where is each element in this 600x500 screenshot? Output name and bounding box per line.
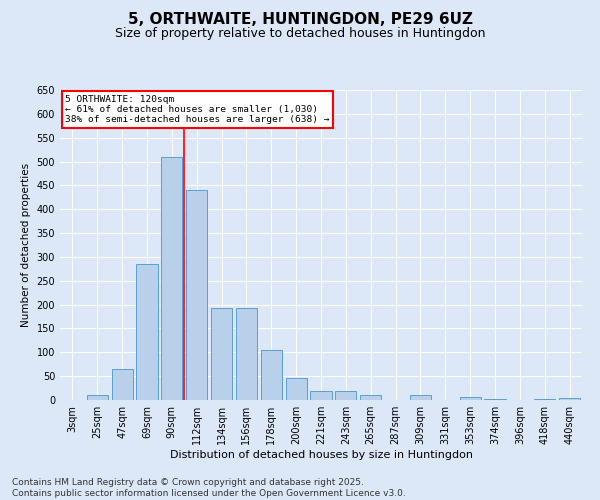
Bar xyxy=(261,350,282,400)
Bar xyxy=(136,264,158,400)
Bar xyxy=(161,157,182,400)
Text: 5 ORTHWAITE: 120sqm
← 61% of detached houses are smaller (1,030)
38% of semi-det: 5 ORTHWAITE: 120sqm ← 61% of detached ho… xyxy=(65,94,330,124)
Bar xyxy=(410,395,431,400)
Bar xyxy=(286,378,307,400)
Text: Contains HM Land Registry data © Crown copyright and database right 2025.
Contai: Contains HM Land Registry data © Crown c… xyxy=(12,478,406,498)
Bar xyxy=(211,308,232,400)
Bar xyxy=(484,398,506,400)
Text: Size of property relative to detached houses in Huntingdon: Size of property relative to detached ho… xyxy=(115,28,485,40)
X-axis label: Distribution of detached houses by size in Huntingdon: Distribution of detached houses by size … xyxy=(170,450,473,460)
Bar xyxy=(360,395,381,400)
Bar xyxy=(335,392,356,400)
Bar xyxy=(87,395,108,400)
Bar xyxy=(460,396,481,400)
Bar xyxy=(310,392,332,400)
Bar xyxy=(534,398,555,400)
Bar xyxy=(559,398,580,400)
Bar xyxy=(236,308,257,400)
Text: 5, ORTHWAITE, HUNTINGDON, PE29 6UZ: 5, ORTHWAITE, HUNTINGDON, PE29 6UZ xyxy=(128,12,473,28)
Bar xyxy=(186,190,207,400)
Y-axis label: Number of detached properties: Number of detached properties xyxy=(21,163,31,327)
Bar xyxy=(112,369,133,400)
